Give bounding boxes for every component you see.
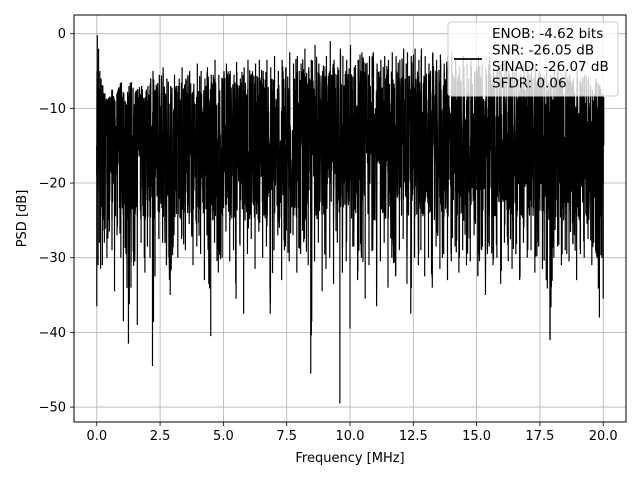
- legend-sfdr: SFDR: 0.06: [492, 76, 567, 92]
- x-tick-label: 15.0: [462, 429, 491, 444]
- x-tick-label: 12.5: [399, 429, 428, 444]
- legend-enob: ENOB: -4.62 bits: [492, 26, 603, 42]
- legend-snr: SNR: -26.05 dB: [492, 43, 594, 59]
- x-tick-label: 20.0: [589, 429, 618, 444]
- x-tick-label: 17.5: [525, 429, 554, 444]
- legend-sinad: SINAD: -26.07 dB: [492, 59, 609, 75]
- y-tick-label: −30: [39, 251, 66, 266]
- axis-ticks: 0.0 2.5 5.0 7.5 10.0 12.5 15.0 17.5 20.0 0 −10 −20 −…: [39, 27, 618, 444]
- y-tick-label: −20: [39, 177, 66, 192]
- legend: ENOB: -4.62 bits SNR: -26.05 dB SINAD: -…: [447, 21, 619, 97]
- x-tick-label: 2.5: [150, 429, 171, 444]
- x-tick-label: 0.0: [86, 429, 107, 444]
- psd-series: [96, 35, 605, 404]
- y-tick-label: −50: [39, 401, 66, 416]
- x-tick-label: 7.5: [276, 429, 297, 444]
- y-axis-label: PSD [dB]: [15, 190, 30, 248]
- x-tick-label: 10.0: [336, 429, 365, 444]
- y-tick-label: −10: [39, 102, 66, 117]
- x-tick-label: 5.0: [213, 429, 234, 444]
- y-tick-label: −40: [39, 326, 66, 341]
- x-axis-label: Frequency [MHz]: [295, 451, 404, 466]
- y-tick-label: 0: [58, 27, 66, 42]
- legend-box: [447, 21, 619, 97]
